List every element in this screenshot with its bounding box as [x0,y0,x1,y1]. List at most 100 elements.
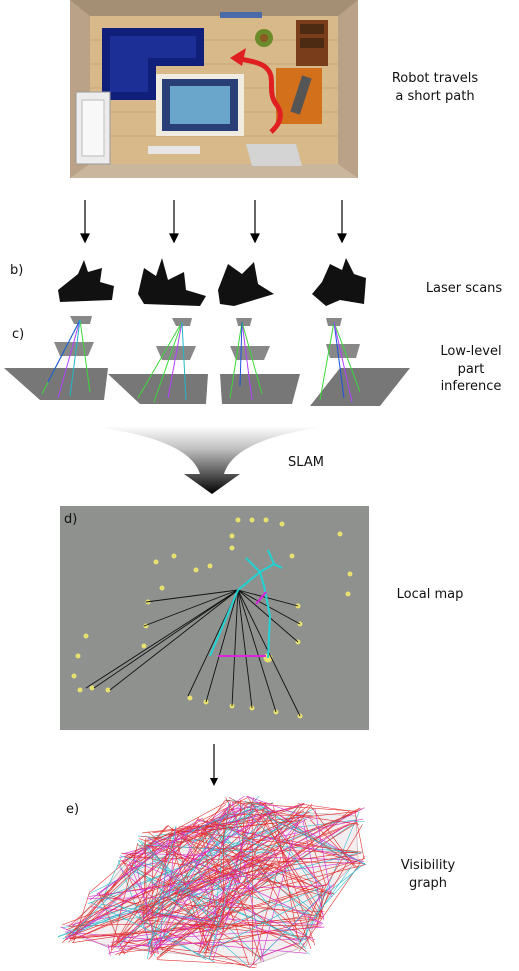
graph-edge [150,881,237,954]
graph-edge [316,892,330,925]
graph-edge [309,811,360,929]
graph-edge [152,811,359,833]
panel-e-caption: Visibility graph [388,857,468,892]
graph-edge [146,844,323,896]
graph-edge [259,802,261,805]
graph-edge [214,891,323,949]
panel-a-caption: Robot travels a short path [374,70,496,105]
laser-scan-silhouettes [58,258,366,306]
scan-arrows [80,200,347,244]
laser-scan-1 [58,260,114,302]
graph-edge [100,903,219,923]
graph-edge [126,806,240,867]
graph-edge [169,807,235,888]
graph-edge [197,808,259,955]
graph-edge [198,807,265,956]
panel-d-caption: Local map [396,587,464,602]
graph-edge [273,806,299,940]
graph-edge [145,845,220,926]
graph-edge [99,854,358,896]
graph-edge [151,824,349,953]
panel-a-caption-line1: Robot travels [391,71,479,86]
graph-edge [183,887,304,941]
graph-edge [119,855,319,918]
graph-edge [146,844,273,854]
graph-edge [182,830,218,919]
graph-edge [118,923,216,940]
graph-edge [309,917,323,925]
graph-edge [124,799,231,858]
graph-edge [146,825,177,959]
graph-edge [103,858,122,896]
panel-c-caption-line1: Low-level [440,344,502,359]
graph-edge [60,926,110,949]
panel-c-label: c) [12,327,25,342]
robot-path [233,55,283,134]
graph-edge [108,938,308,948]
graph-edge [137,864,366,923]
graph-edge [150,804,301,950]
graph-edge [90,901,215,963]
graph-edge [64,802,241,938]
graph-edge [68,925,225,939]
graph-edge [68,923,146,927]
graph-edge [151,848,153,957]
graph-edge [161,916,218,950]
visibility-graph-image [57,796,367,968]
graph-edge [70,837,170,935]
graph-edge [243,817,269,884]
graph-edge [131,863,250,968]
graph-edge [148,809,275,960]
slam-caption: SLAM [288,455,324,470]
graph-edge [139,923,317,927]
part-inference-stacks [4,316,410,406]
graph-edge [309,867,352,925]
graph-edge [108,928,214,954]
graph-edge [128,861,152,916]
graph-edge [89,861,357,897]
graph-edge [212,888,320,932]
graph-edge [142,810,269,921]
graph-edge [178,825,212,828]
graph-edge [184,807,365,902]
graph-edge [245,796,314,820]
graph-edge [261,805,322,900]
graph-edge [147,837,324,924]
graph-edge [153,802,231,948]
graph-edge [73,891,91,943]
graph-edge [141,908,151,955]
graph-edge [133,856,159,955]
laser-scan-4 [312,258,366,306]
graph-edge [252,856,282,965]
panel-c-caption-line3: inference [440,379,502,395]
graph-edge [261,942,298,957]
graph-edge [140,840,260,959]
graph-edge [297,803,348,811]
part-inference-3 [220,318,300,404]
graph-edge [73,821,358,940]
graph-edge [143,870,229,922]
graph-edge [208,818,276,851]
graph-edge [208,876,232,959]
graph-edge [122,861,299,949]
graph-edge [156,946,214,954]
graph-edge [174,904,325,913]
graph-edge [175,811,310,890]
graph-edge [110,843,139,951]
robot-path-arrowhead [230,48,246,66]
graph-edge [180,833,318,884]
graph-edge [234,869,241,884]
graph-edge [237,852,351,869]
graph-edge [208,919,315,948]
graph-edge [171,801,250,893]
graph-edge [157,959,257,966]
panel-c-caption-line2: part [457,361,485,377]
graph-edge [202,955,248,958]
graph-edge [203,833,250,965]
graph-edge [117,814,271,946]
graph-edge [205,867,231,956]
graph-edge [199,803,304,954]
room-scene-image [70,0,358,178]
graph-edge [118,802,305,862]
graph-edge [90,855,134,893]
